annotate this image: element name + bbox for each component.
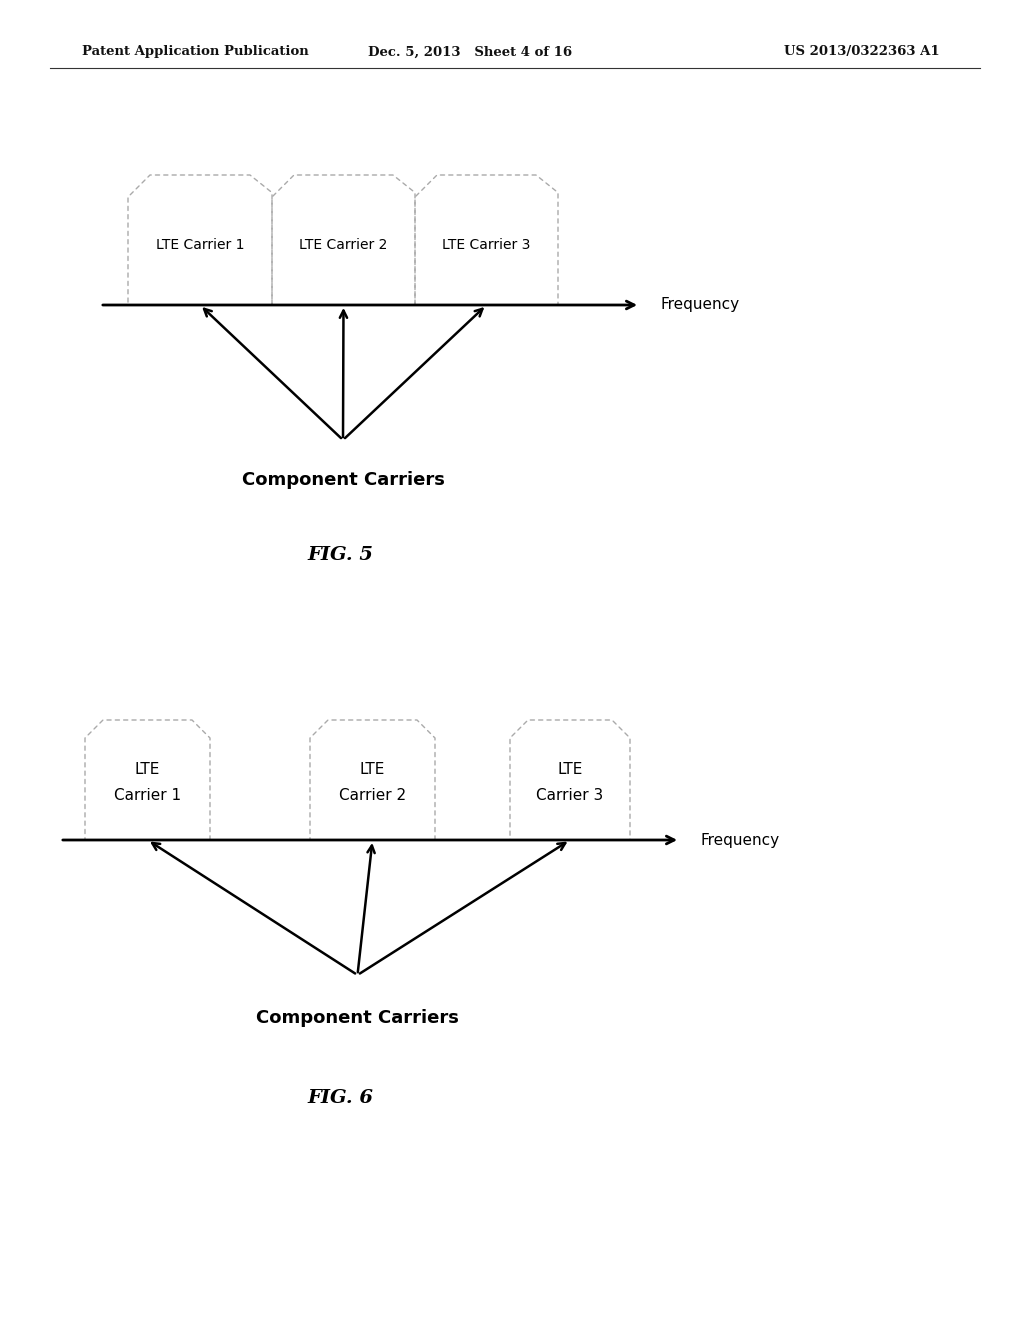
Text: Component Carriers: Component Carriers [256,1008,459,1027]
Text: LTE: LTE [557,763,583,777]
Text: Dec. 5, 2013   Sheet 4 of 16: Dec. 5, 2013 Sheet 4 of 16 [368,45,572,58]
Text: LTE: LTE [359,763,385,777]
Text: FIG. 6: FIG. 6 [307,1089,373,1107]
Text: Component Carriers: Component Carriers [242,471,444,488]
Text: US 2013/0322363 A1: US 2013/0322363 A1 [784,45,940,58]
Text: Frequency: Frequency [660,297,739,313]
Text: Carrier 2: Carrier 2 [339,788,407,803]
Text: LTE: LTE [135,763,160,777]
Text: Patent Application Publication: Patent Application Publication [82,45,309,58]
Text: Carrier 1: Carrier 1 [114,788,181,803]
Text: LTE Carrier 3: LTE Carrier 3 [442,238,530,252]
Text: Carrier 3: Carrier 3 [537,788,603,803]
Text: Frequency: Frequency [700,833,779,847]
Text: LTE Carrier 1: LTE Carrier 1 [156,238,245,252]
Text: FIG. 5: FIG. 5 [307,546,373,564]
Text: LTE Carrier 2: LTE Carrier 2 [299,238,388,252]
